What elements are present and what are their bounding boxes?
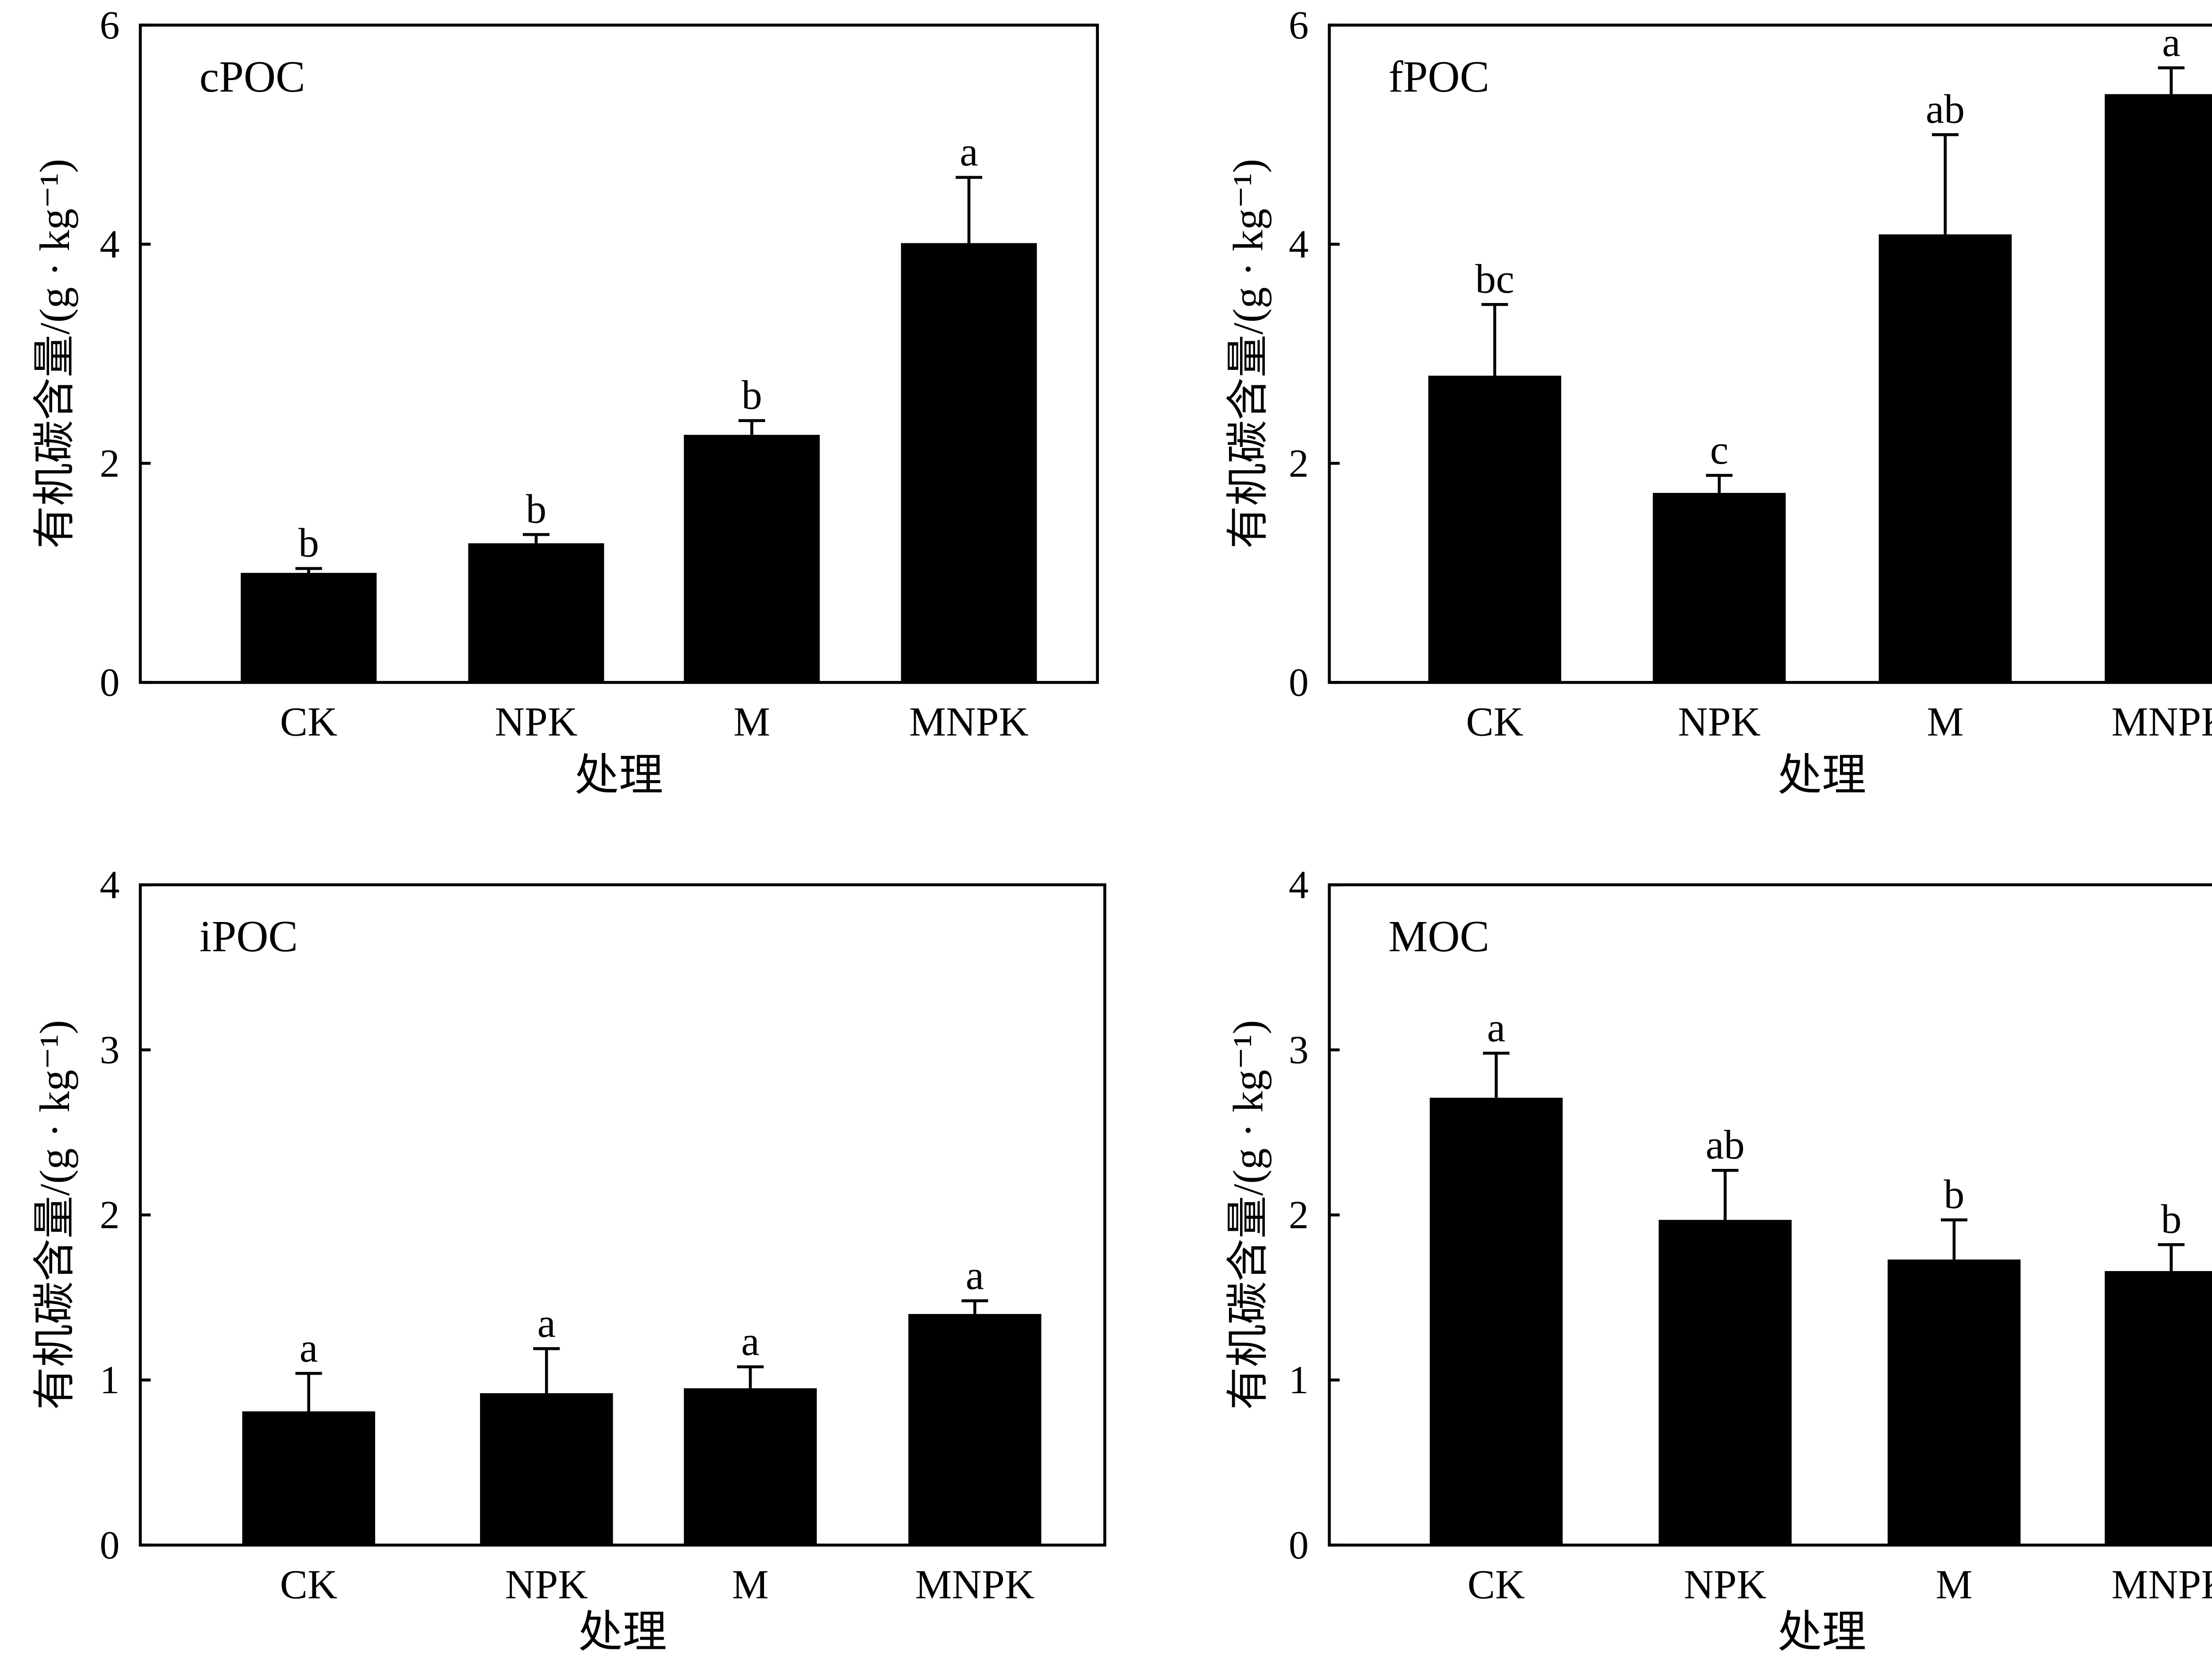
plot-frame [138,23,1099,684]
significance-letter: a [966,1253,984,1298]
y-tick-label: 4 [100,863,119,907]
bar-m [684,1388,817,1545]
x-axis-label: 处理 [1778,1608,1866,1657]
significance-letter: b [526,486,547,532]
y-tick-label: 0 [1289,661,1309,705]
panel-label: iPOC [200,912,298,961]
x-tick-label: NPK [1678,699,1761,745]
x-tick-label: M [1927,699,1963,745]
significance-letter: b [2161,1196,2181,1242]
x-axis-label: 处理 [575,751,663,800]
x-tick-label: NPK [505,1562,588,1607]
significance-letter: ab [1705,1122,1744,1168]
x-tick-label: CK [1467,1562,1525,1607]
x-tick-label: MNPK [915,1562,1034,1607]
panel-label: fPOC [1388,52,1489,101]
x-tick-label: MNPK [909,699,1029,745]
chart-panel-moc: 0 1 2 3 4 a CK ab NPK b Mb MNPK MOC 处理 有机碳含量/(g · k… [1224,863,2212,1657]
chart-panel-fpoc: 0 2 4 6 bc CK c NPK ab Ma MNPK fPOC 处理 有机碳含量/(g · … [1224,4,2212,800]
y-tick-label: 6 [1289,4,1309,47]
significance-letter: a [1487,1005,1505,1051]
y-axis-label: 有机碳含量/(g · kg⁻¹) [1224,159,1271,549]
bar-m [684,434,820,683]
y-tick-label: 2 [100,1193,119,1237]
bar-mnpk [2104,1271,2212,1545]
significance-letter: a [960,129,978,175]
x-axis-label: 处理 [1778,751,1866,800]
bar-npk [1659,1220,1792,1545]
x-axis-label: 处理 [578,1608,667,1657]
bar-ck [242,1411,376,1545]
y-axis-label: 有机碳含量/(g · kg⁻¹) [1224,1020,1271,1410]
y-tick-label: 4 [1289,863,1309,907]
bar-npk [1652,493,1786,683]
y-tick-label: 2 [1289,442,1309,485]
y-axis-label: 有机碳含量/(g · kg⁻¹) [31,159,78,549]
panel-label: cPOC [200,52,305,101]
x-tick-label: MNPK [2112,1562,2212,1607]
bar-mnpk [2104,94,2212,683]
x-tick-label: CK [280,1562,338,1607]
bar-npk [480,1393,613,1545]
y-tick-label: 1 [1289,1358,1309,1402]
bar-mnpk [901,243,1037,683]
y-tick-label: 2 [100,442,119,485]
x-tick-label: CK [1466,699,1524,745]
bar-m [1878,234,2012,683]
x-tick-label: NPK [1684,1562,1767,1607]
y-tick-label: 6 [100,4,119,47]
x-tick-label: M [733,699,770,745]
x-tick-label: MNPK [2112,699,2212,745]
bar-mnpk [908,1314,1041,1545]
y-tick-label: 1 [100,1358,119,1402]
y-tick-label: 0 [1289,1523,1309,1567]
chart-panel-cpoc: 0 2 4 6 b CK b NPK b Ma MNPK cPOC 处理 有机碳含量/(g · kg… [31,4,1099,800]
y-axis-label: 有机碳含量/(g · kg⁻¹) [31,1020,78,1410]
y-tick-label: 2 [1289,1193,1309,1237]
significance-letter: a [538,1301,556,1346]
y-tick-label: 0 [100,661,119,705]
chart-panel-ipoc: 0 1 2 3 4 a CK a NPK a Ma MNPK iPOC 处理 有机碳含量/(g · k… [31,863,1106,1657]
significance-letter: b [298,520,319,566]
y-tick-label: 4 [100,223,119,266]
bar-ck [1428,376,1561,683]
x-tick-label: M [1936,1562,1972,1607]
significance-letter: c [1710,427,1728,473]
y-tick-label: 3 [1289,1028,1309,1072]
y-tick-label: 4 [1289,223,1309,266]
x-tick-label: M [732,1562,768,1607]
significance-letter: a [300,1325,318,1371]
bar-ck [241,573,377,683]
x-tick-label: NPK [495,699,577,745]
x-tick-label: CK [280,699,338,745]
significance-letter: b [1944,1172,1965,1218]
y-tick-label: 0 [100,1523,119,1567]
plot-frame [1328,23,2212,684]
bar-m [1887,1259,2021,1545]
significance-letter: b [741,373,762,418]
bar-npk [468,543,604,683]
significance-letter: bc [1475,256,1514,302]
bar-ck [1429,1098,1563,1545]
significance-letter: a [741,1319,760,1364]
significance-letter: ab [1926,87,1965,132]
panel-label: MOC [1388,912,1489,961]
significance-letter: a [2162,20,2181,65]
y-tick-label: 3 [100,1028,119,1072]
